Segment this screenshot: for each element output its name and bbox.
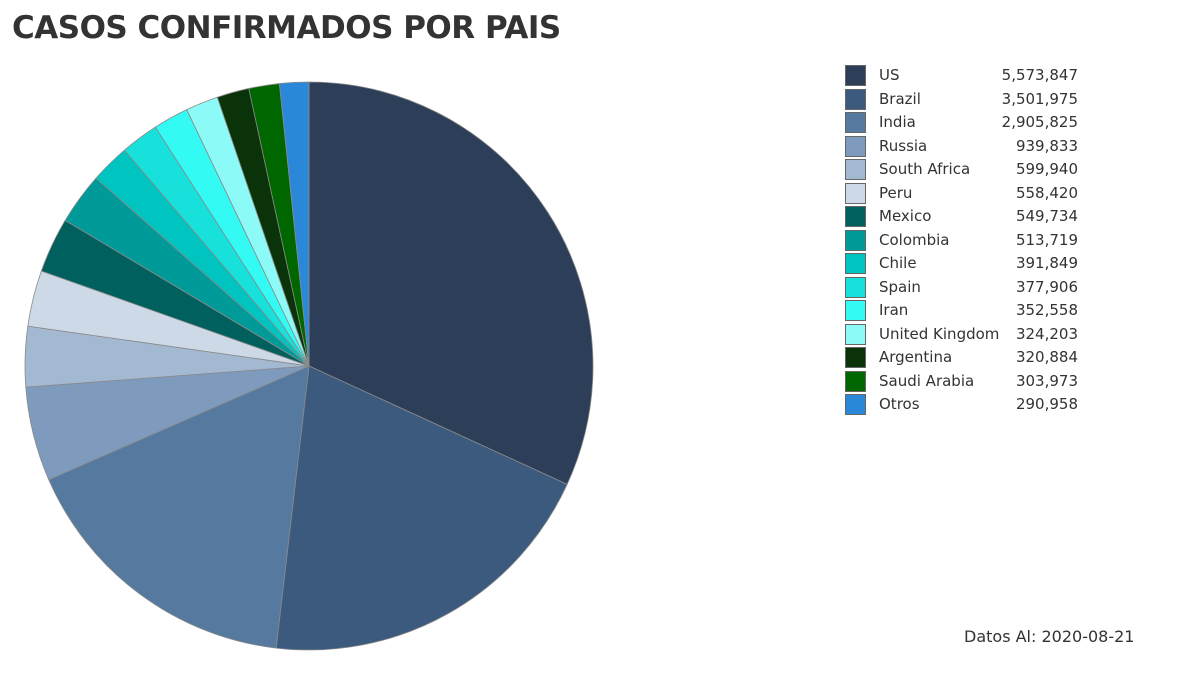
legend-value: 377,906 — [1015, 277, 1078, 296]
legend-swatch — [845, 276, 866, 298]
legend-value: 939,833 — [1015, 136, 1078, 155]
legend-swatch — [845, 394, 866, 415]
data-date-note: Datos Al: 2020-08-21 — [964, 627, 1135, 646]
legend-value: 513,719 — [1015, 230, 1078, 249]
legend: US 5,573,847 Brazil 3,501,975 India 2,905,825… — [845, 64, 1105, 417]
legend-value: 303,973 — [1015, 371, 1078, 390]
legend-swatch — [845, 370, 866, 392]
legend-item: Chile 391,849 — [845, 252, 1105, 276]
legend-item: Iran 352,558 — [845, 299, 1105, 323]
legend-item: Russia 939,833 — [845, 135, 1105, 159]
legend-value: 290,958 — [1015, 395, 1078, 413]
legend-label: Iran — [879, 301, 909, 319]
pie-slice-us — [308, 81, 594, 485]
legend-item: Otros 290,958 — [845, 393, 1105, 417]
legend-item: US 5,573,847 — [845, 64, 1105, 88]
legend-value: 320,884 — [1015, 348, 1078, 366]
legend-label: South Africa — [879, 160, 971, 178]
legend-item: South Africa 599,940 — [845, 158, 1105, 182]
legend-label: United Kingdom — [879, 324, 1000, 343]
legend-label: India — [879, 113, 916, 131]
legend-value: 558,420 — [1015, 183, 1078, 202]
legend-label: Saudi Arabia — [879, 371, 975, 390]
legend-swatch — [845, 300, 866, 321]
legend-item: India 2,905,825 — [845, 111, 1105, 135]
legend-item: United Kingdom 324,203 — [845, 323, 1105, 347]
chart-title: CASOS CONFIRMADOS POR PAIS — [12, 10, 561, 46]
legend-swatch — [845, 229, 866, 251]
legend-label: Colombia — [879, 230, 950, 249]
legend-value: 352,558 — [1015, 301, 1078, 319]
legend-value: 2,905,825 — [1001, 113, 1078, 131]
legend-item: Spain 377,906 — [845, 276, 1105, 300]
legend-label: US — [879, 66, 900, 84]
legend-item: Peru 558,420 — [845, 182, 1105, 206]
legend-value: 324,203 — [1015, 324, 1078, 343]
legend-value: 5,573,847 — [1001, 66, 1078, 84]
legend-swatch — [845, 347, 866, 368]
legend-label: Russia — [879, 136, 928, 155]
pie-chart — [24, 81, 594, 651]
legend-label: Brazil — [879, 89, 921, 108]
pie-slice-india — [48, 365, 310, 649]
legend-label: Chile — [879, 254, 917, 272]
legend-label: Otros — [879, 395, 920, 413]
legend-item: Argentina 320,884 — [845, 346, 1105, 370]
legend-value: 599,940 — [1015, 160, 1078, 178]
legend-item: Mexico 549,734 — [845, 205, 1105, 229]
legend-item: Saudi Arabia 303,973 — [845, 370, 1105, 394]
legend-value: 3,501,975 — [1001, 89, 1078, 108]
legend-swatch — [845, 65, 866, 86]
legend-label: Mexico — [879, 207, 932, 225]
pie-slice-brazil — [275, 365, 568, 651]
legend-swatch — [845, 182, 866, 204]
legend-swatch — [845, 112, 866, 133]
legend-label: Peru — [879, 183, 913, 202]
legend-swatch — [845, 323, 866, 345]
legend-value: 549,734 — [1015, 207, 1078, 225]
legend-swatch — [845, 206, 866, 227]
legend-label: Spain — [879, 277, 921, 296]
pie-slice-otros — [278, 81, 310, 367]
legend-label: Argentina — [879, 348, 953, 366]
legend-item: Colombia 513,719 — [845, 229, 1105, 253]
legend-swatch — [845, 253, 866, 274]
legend-swatch — [845, 88, 866, 110]
legend-value: 391,849 — [1015, 254, 1078, 272]
legend-swatch — [845, 135, 866, 157]
legend-swatch — [845, 159, 866, 180]
legend-item: Brazil 3,501,975 — [845, 88, 1105, 112]
